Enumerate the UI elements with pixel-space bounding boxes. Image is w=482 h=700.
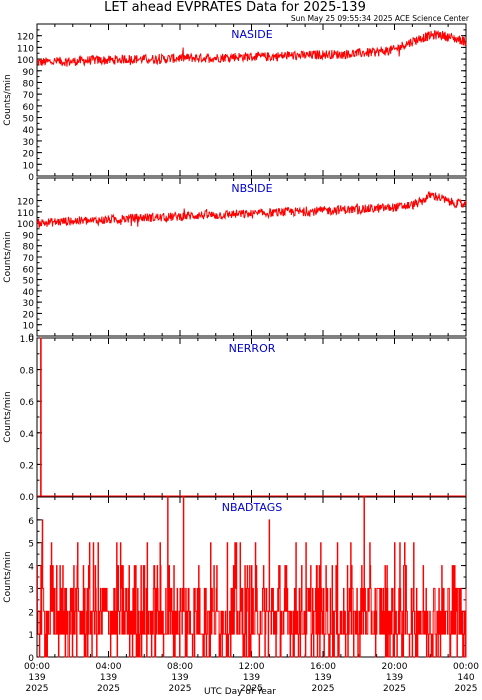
y-tick-label: 40 [23, 126, 35, 136]
y-tick-label: 4 [28, 563, 34, 573]
y-axis-label: Counts/min [3, 74, 13, 125]
y-tick-label: 110 [17, 44, 34, 54]
y-tick-label: 80 [23, 243, 35, 253]
y-tick-label: 40 [23, 288, 35, 298]
y-tick-label: 120 [17, 198, 34, 208]
y-axis-label: Counts/min [3, 231, 13, 282]
y-tick-label: 70 [23, 91, 35, 101]
y-tick-label: 70 [23, 254, 35, 264]
y-tick-label: 60 [23, 103, 35, 113]
series-line [36, 30, 467, 67]
y-tick-label: 0.4 [20, 430, 35, 440]
y-tick-label: 80 [23, 79, 35, 89]
panel-nbadtags: 0 1 2 3 4 5 6 Counts/min NBADTAGS [3, 496, 467, 664]
x-tick-label: 20:00 [382, 662, 408, 672]
y-axis-label: Counts/min [3, 551, 13, 602]
timestamp-label: Sun May 25 09:55:34 2025 ACE Science Cen… [291, 14, 470, 23]
y-tick-label: 0 [28, 173, 34, 183]
y-tick-label: 110 [17, 209, 34, 219]
y-tick-label: 50 [23, 115, 35, 125]
x-tick-label: 00:00 [453, 662, 479, 672]
y-tick-label: 60 [23, 265, 35, 275]
x-tick-label: 08:00 [167, 662, 193, 672]
chart-title: LET ahead EVPRATES Data for 2025-139 [104, 0, 366, 15]
y-tick-label: 3 [28, 585, 34, 595]
x-tick-label: 2025 [169, 684, 192, 694]
y-tick-label: 6 [28, 517, 34, 527]
x-tick-label: 2025 [26, 684, 49, 694]
x-tick-label: 139 [171, 673, 188, 683]
y-tick-label: 20 [23, 310, 35, 320]
x-tick-label: 2025 [312, 684, 335, 694]
y-tick-label: 10 [23, 322, 35, 332]
x-tick-label: 04:00 [96, 662, 122, 672]
panels-group: 0102030405060708090100110120Counts/minNA… [3, 23, 479, 694]
y-tick-label: 20 [23, 150, 35, 160]
y-tick-label: 0.8 [20, 367, 35, 377]
x-tick-label: 139 [243, 673, 260, 683]
x-tick-label: 139 [386, 673, 403, 683]
y-tick-label: 0.0 [20, 493, 35, 503]
panel-nerror: 0.0 0.2 0.4 0.6 0.8 1.0 Counts/min NERROR [3, 335, 467, 503]
x-tick-label: 2025 [97, 684, 120, 694]
series-line [36, 191, 467, 228]
y-tick-label: 5 [28, 540, 34, 550]
y-tick-label: 120 [17, 33, 34, 43]
panel-frame [36, 337, 467, 497]
series-label: NASIDE [231, 28, 272, 41]
y-tick-label: 100 [17, 56, 34, 66]
y-tick-label: 0.2 [20, 461, 34, 471]
x-tick-label: 2025 [383, 684, 406, 694]
y-tick-label: 0.6 [20, 398, 35, 408]
x-tick-label: 139 [100, 673, 117, 683]
series-label: NBSIDE [231, 182, 272, 195]
series-label: NBADTAGS [222, 501, 282, 514]
y-tick-label: 0 [28, 333, 34, 343]
x-tick-label: 140 [457, 673, 474, 683]
series-label: NERROR [229, 342, 276, 355]
x-tick-labels: 00:00139202504:00139202508:00139202512:0… [24, 662, 479, 694]
x-tick-label: 2025 [455, 684, 478, 694]
x-tick-label: 2025 [240, 684, 263, 694]
x-tick-label: 12:00 [239, 662, 265, 672]
x-tick-label: 16:00 [310, 662, 336, 672]
y-tick-label: 90 [23, 68, 35, 78]
x-axis-label: UTC Day of Year [204, 687, 276, 697]
y-tick-label: 50 [23, 277, 35, 287]
y-tick-label: 1.0 [20, 335, 35, 345]
series-line [37, 337, 466, 497]
y-tick-label: 10 [23, 161, 35, 171]
y-axis-label: Counts/min [3, 391, 13, 442]
x-tick-label: 139 [314, 673, 331, 683]
y-tick-label: 2 [28, 608, 34, 618]
y-tick-label: 90 [23, 231, 35, 241]
x-tick-label: 139 [28, 673, 45, 683]
panel-naside: 0102030405060708090100110120Counts/minNA… [3, 23, 467, 183]
y-tick-label: 1 [28, 631, 34, 641]
y-tick-label: 100 [17, 220, 34, 230]
series-line [36, 496, 467, 658]
y-tick-label: 30 [23, 299, 35, 309]
x-tick-label: 00:00 [24, 662, 50, 672]
y-tick-label: 30 [23, 138, 35, 148]
y-tick-label: 0 [28, 654, 34, 664]
panel-frame [36, 177, 467, 337]
